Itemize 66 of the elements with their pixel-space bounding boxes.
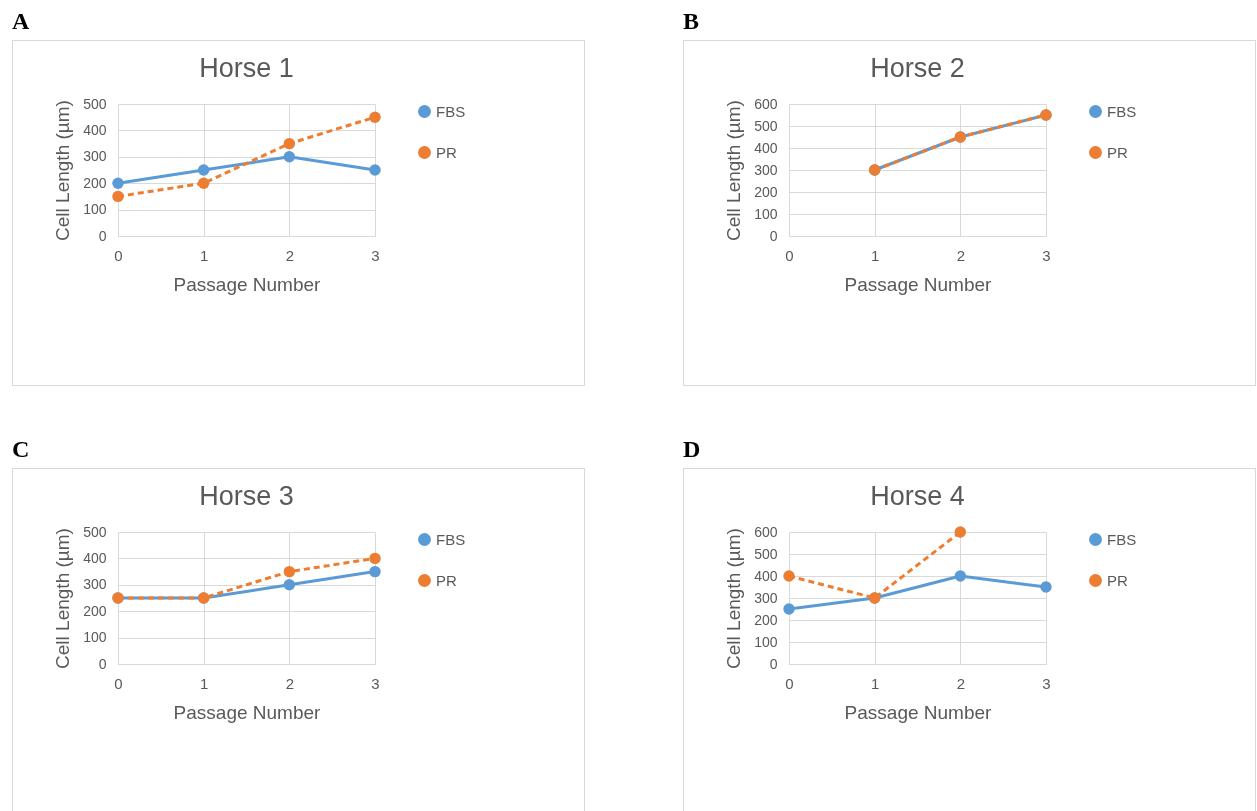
y-tick-label: 200	[83, 602, 107, 619]
y-tick-label: 500	[754, 117, 778, 134]
x-tick-label: 3	[371, 674, 380, 692]
x-tick-label: 0	[785, 246, 794, 264]
text: A	[12, 8, 30, 35]
y-tick-label: 200	[83, 174, 107, 191]
text: D	[683, 436, 701, 463]
y-tick-label: 0	[769, 227, 778, 244]
y-tick-label: 500	[83, 95, 107, 112]
y-tick-label: 100	[754, 205, 778, 222]
legend-label: FBS	[1107, 530, 1137, 548]
y-tick-label: 200	[754, 611, 778, 628]
y-tick-label: 100	[83, 201, 107, 218]
chart-title: Horse 3	[199, 481, 294, 511]
y-tick-label: 300	[754, 589, 778, 606]
y-tick-label: 400	[754, 567, 778, 584]
y-tick-label: 300	[83, 148, 107, 165]
legend-label: PR	[436, 571, 457, 589]
y-tick-label: 400	[83, 549, 107, 566]
x-tick-label: 0	[114, 674, 123, 692]
x-tick-label: 1	[199, 246, 209, 264]
x-tick-label: 3	[371, 246, 380, 264]
x-tick-label: 2	[285, 246, 295, 264]
y-tick-label: 300	[83, 576, 107, 593]
x-tick-label: 3	[1042, 246, 1051, 264]
x-tick-label: 3	[1042, 674, 1051, 692]
y-tick-label: 0	[98, 655, 107, 672]
x-tick-label: 1	[870, 246, 880, 264]
y-tick-label: 100	[754, 633, 778, 650]
chart-title: Horse 1	[199, 53, 294, 83]
text: C	[12, 436, 30, 463]
legend-label: FBS	[436, 530, 466, 548]
legend-label: PR	[436, 143, 457, 161]
y-axis-title: Cell Length (µm)	[723, 100, 745, 241]
y-tick-label: 600	[754, 95, 778, 112]
x-axis-title: Passage Number	[844, 701, 993, 723]
y-tick-label: 500	[754, 545, 778, 562]
x-axis-title: Passage Number	[844, 273, 993, 295]
chart-title: Horse 2	[870, 53, 965, 83]
x-tick-label: 2	[956, 674, 966, 692]
x-tick-label: 2	[956, 246, 966, 264]
legend-label: PR	[1107, 143, 1128, 161]
y-tick-label: 500	[83, 523, 107, 540]
x-tick-label: 1	[870, 674, 880, 692]
legend-label: FBS	[436, 102, 466, 120]
legend-label: PR	[1107, 571, 1128, 589]
text: B	[683, 8, 700, 35]
y-axis-title: Cell Length (µm)	[52, 528, 74, 669]
x-tick-label: 2	[285, 674, 295, 692]
y-tick-label: 300	[754, 161, 778, 178]
y-tick-label: 600	[754, 523, 778, 540]
x-axis-title: Passage Number	[173, 701, 322, 723]
y-axis-title: Cell Length (µm)	[723, 528, 745, 669]
y-tick-label: 400	[754, 139, 778, 156]
chart-title: Horse 4	[870, 481, 965, 511]
y-tick-label: 0	[769, 655, 778, 672]
y-axis-title: Cell Length (µm)	[52, 100, 74, 241]
y-tick-label: 200	[754, 183, 778, 200]
x-tick-label: 0	[785, 674, 794, 692]
y-tick-label: 100	[83, 629, 107, 646]
y-tick-label: 400	[83, 121, 107, 138]
x-tick-label: 0	[114, 246, 123, 264]
x-axis-title: Passage Number	[173, 273, 322, 295]
legend-label: FBS	[1107, 102, 1137, 120]
x-tick-label: 1	[199, 674, 209, 692]
y-tick-label: 0	[98, 227, 107, 244]
